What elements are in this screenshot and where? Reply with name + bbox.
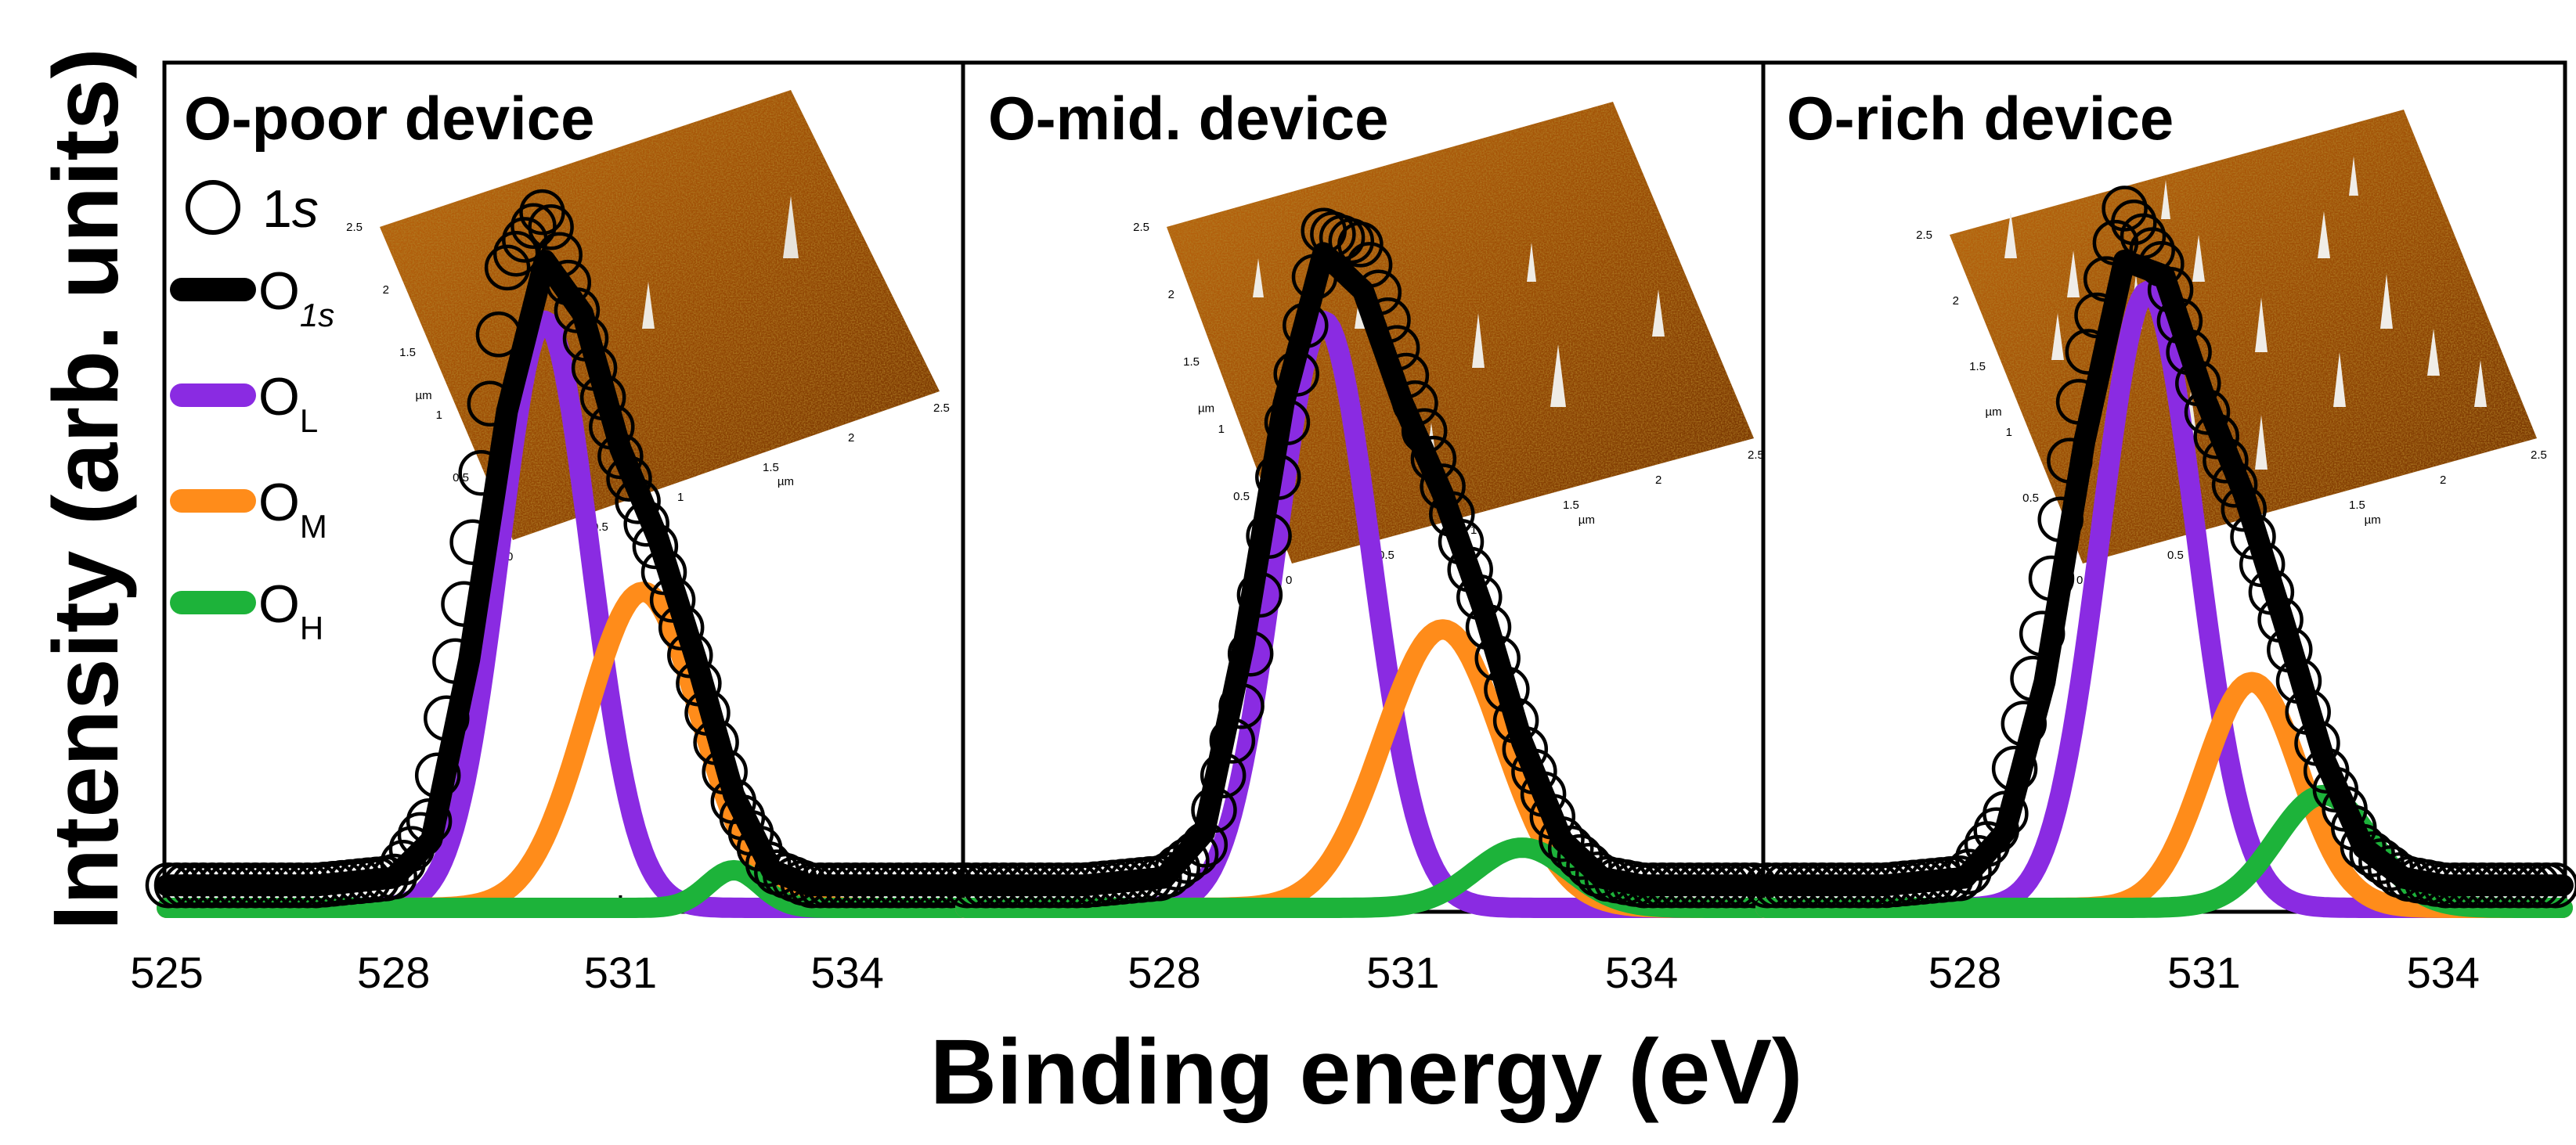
afm-x-unit-label: µm	[777, 475, 794, 488]
x-tick-label: 531	[2167, 948, 2240, 997]
envelope-o1s-line	[954, 242, 1772, 897]
legend-label-ol: O	[258, 367, 300, 427]
x-tick-label: 534	[810, 948, 883, 997]
afm-y-unit-label: µm	[1198, 402, 1214, 416]
svg-text:1s: 1s	[262, 179, 319, 239]
afm-y-tick-label: 1.5	[1969, 360, 1986, 373]
x-axis-label: Binding energy (eV)	[930, 1021, 1803, 1124]
plot-area-3: 528 531 534	[1744, 185, 2576, 997]
legend-label-om: O	[258, 473, 300, 532]
afm-y-tick-label: 1.5	[1183, 355, 1200, 369]
plot-area-2: 528 531 534	[943, 207, 1777, 997]
afm-x-unit-label: µm	[1578, 513, 1595, 527]
afm-x-tick-label: 1.5	[763, 461, 779, 474]
svg-text:O1s: O1s	[258, 261, 334, 333]
x-tick-label: 531	[584, 948, 657, 997]
x-tick-label: 534	[1605, 948, 1678, 997]
afm-x-tick-label: 0	[2076, 574, 2083, 587]
afm-y-tick-label: 0.5	[2022, 491, 2039, 505]
afm-y-tick-label: 2	[383, 283, 389, 297]
svg-text:OL: OL	[258, 367, 318, 439]
afm-y-tick-label: 2.5	[346, 221, 363, 234]
afm-y-tick-label: 1.5	[399, 346, 416, 359]
legend-marker-1s	[186, 180, 240, 235]
panel-title-3: O-rich device	[1787, 84, 2174, 153]
legend-label-o1s: O	[258, 261, 300, 321]
data-point	[484, 244, 531, 291]
x-tick-label: 528	[1928, 948, 2001, 997]
svg-text:OH: OH	[258, 574, 323, 646]
x-tick-label: 525	[130, 948, 203, 997]
plot-area-1: 525 528 531 534	[130, 189, 983, 997]
afm-x-tick-label: 1.5	[2349, 499, 2365, 512]
data-point	[528, 204, 574, 250]
x-tick-label: 531	[1366, 948, 1439, 997]
afm-x-tick-label: 0	[1286, 574, 1292, 587]
legend-sub-o1s: 1s	[300, 297, 334, 333]
data-point	[1547, 825, 1594, 872]
afm-x-tick-label: 2	[1655, 473, 1661, 487]
y-axis-label: Intensity (arb. units)	[34, 48, 138, 931]
svg-text:OM: OM	[258, 473, 327, 545]
afm-image-2	[1167, 102, 1754, 563]
afm-x-tick-label: 2	[2440, 473, 2446, 487]
afm-y-tick-label: 1	[2006, 426, 2012, 439]
afm-x-tick-label: 2.5	[933, 401, 950, 415]
afm-x-tick-label: 0	[507, 550, 513, 563]
afm-x-tick-label: 2.5	[1748, 448, 1764, 462]
x-tick-label: 534	[2407, 948, 2480, 997]
afm-x-tick-label: 2	[848, 431, 854, 445]
afm-y-tick-label: 2	[1168, 288, 1174, 301]
afm-x-tick-label: 1	[1470, 524, 1477, 537]
afm-y-tick-label: 1	[436, 409, 442, 422]
x-tick-label: 528	[1127, 948, 1200, 997]
afm-image-3	[1950, 110, 2537, 563]
legend-sub-om: M	[300, 508, 327, 545]
x-tick-label: 528	[357, 948, 430, 997]
afm-y-tick-label: 0.5	[1233, 490, 1250, 503]
legend-sub-ol: L	[300, 402, 318, 439]
afm-x-unit-label: µm	[2365, 513, 2381, 527]
panel-title-1: O-poor device	[184, 84, 594, 153]
afm-y-unit-label: µm	[416, 389, 432, 402]
panel-title-2: O-mid. device	[988, 84, 1389, 153]
afm-y-tick-label: 2	[1953, 294, 1959, 308]
afm-x-tick-label: 0.5	[2167, 549, 2184, 562]
legend-label-oh: O	[258, 574, 300, 634]
legend-label-1s: 1	[262, 179, 292, 239]
legend-sub-oh: H	[300, 610, 323, 646]
afm-x-tick-label: 2.5	[2531, 448, 2547, 462]
afm-y-unit-label: µm	[1986, 405, 2002, 419]
component-om-line	[157, 582, 971, 918]
data-point	[1337, 221, 1384, 268]
afm-y-tick-label: 2.5	[1916, 229, 1932, 242]
legend-label-1s-italic: s	[292, 179, 319, 239]
envelope-o1s-line	[1755, 250, 2574, 897]
data-point	[511, 203, 557, 250]
legend: 1s O1s OL OM OH	[170, 179, 334, 646]
afm-x-tick-label: 1	[677, 491, 684, 504]
afm-y-tick-label: 1	[1218, 423, 1225, 436]
afm-x-tick-label: 1.5	[1563, 499, 1579, 512]
envelope-o1s-line	[156, 250, 972, 897]
afm-y-tick-label: 2.5	[1133, 221, 1149, 234]
